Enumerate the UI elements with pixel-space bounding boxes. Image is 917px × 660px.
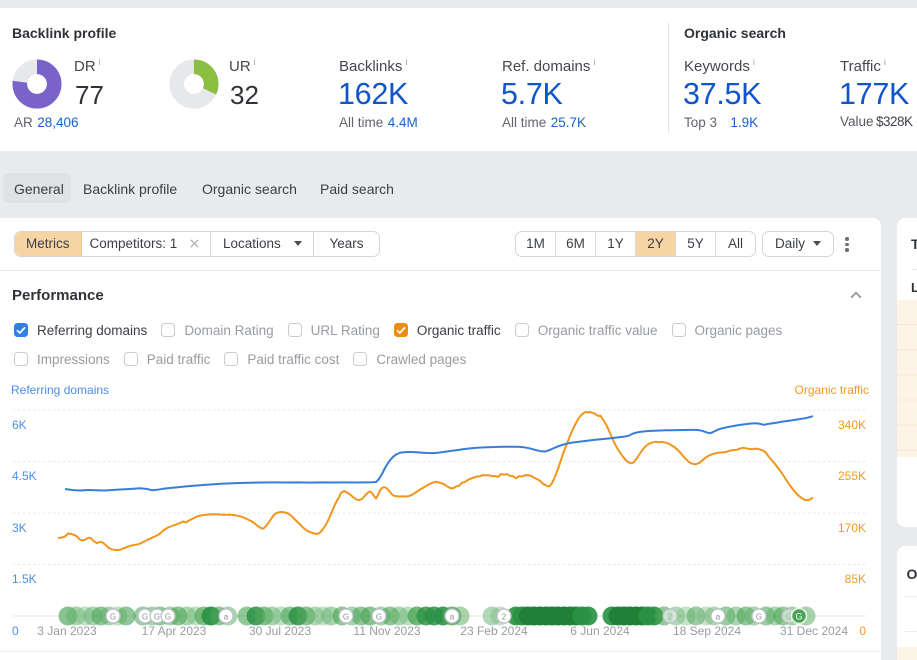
svg-text:G: G bbox=[756, 613, 762, 622]
svg-text:G: G bbox=[376, 613, 382, 622]
svg-text:G: G bbox=[343, 613, 349, 622]
svg-text:G: G bbox=[142, 613, 148, 622]
svg-text:2: 2 bbox=[502, 613, 507, 622]
svg-text:G: G bbox=[154, 613, 160, 622]
svg-text:a: a bbox=[450, 613, 455, 622]
svg-text:G: G bbox=[110, 613, 116, 622]
svg-text:a: a bbox=[224, 613, 229, 622]
svg-text:G: G bbox=[795, 612, 802, 622]
svg-text:G: G bbox=[786, 613, 792, 622]
svg-text:G: G bbox=[165, 613, 171, 622]
svg-text:2: 2 bbox=[668, 613, 673, 622]
svg-text:a: a bbox=[716, 613, 721, 622]
